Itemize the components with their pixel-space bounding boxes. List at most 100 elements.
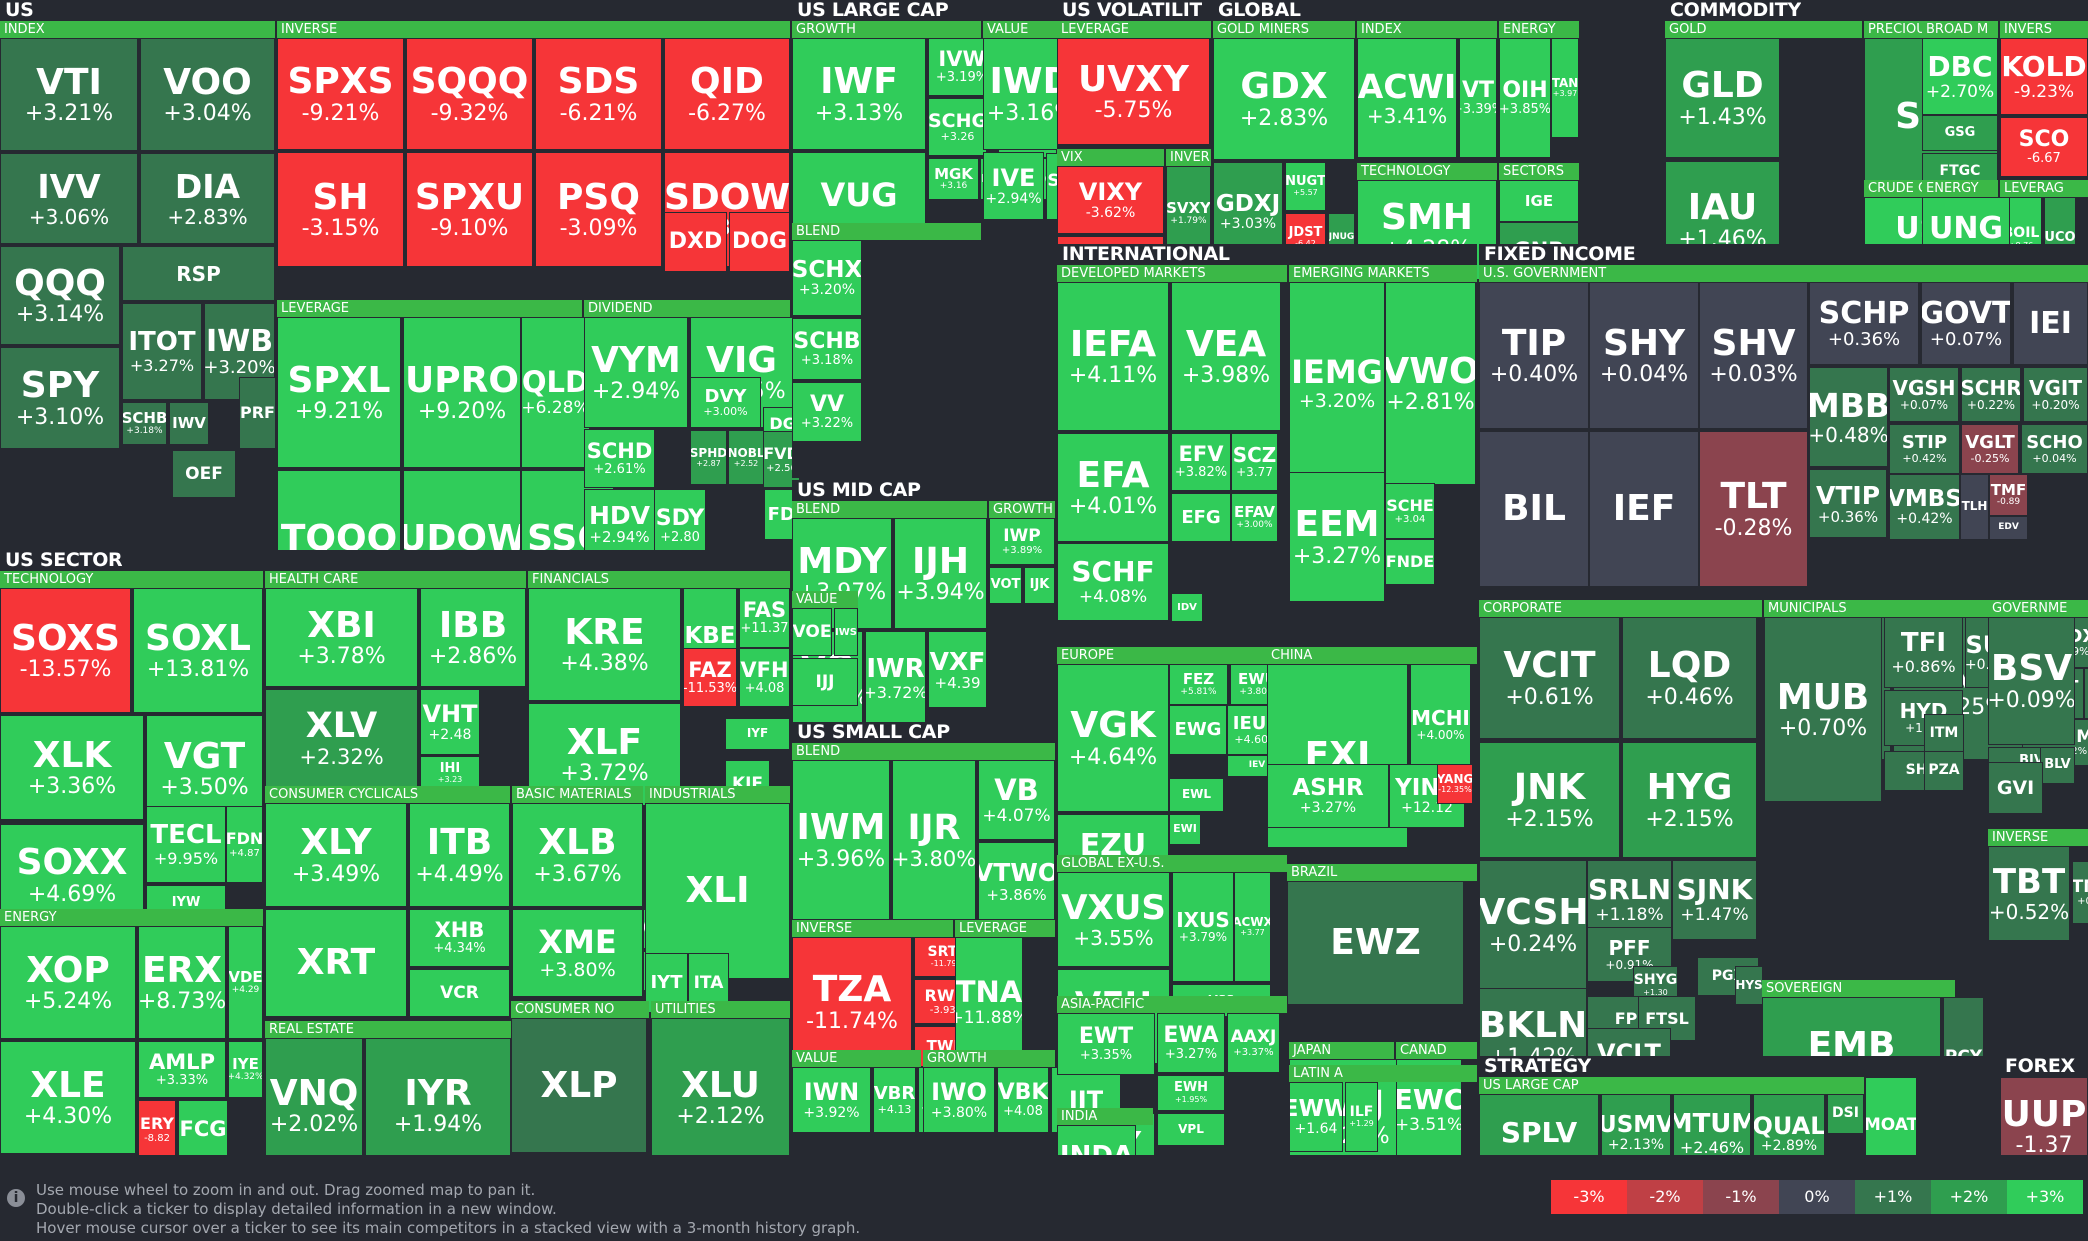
- ticker-tile-sphd[interactable]: SPHD +2.87: [690, 430, 727, 485]
- ticker-tile-iyf[interactable]: IYF: [725, 718, 790, 750]
- ticker-tile-voo[interactable]: VOO +3.04%: [140, 38, 275, 151]
- ticker-tile-vtwo[interactable]: VTWO +3.86%: [978, 842, 1055, 920]
- ticker-tile-vb[interactable]: VB +4.07%: [978, 760, 1055, 840]
- ticker-tile-qual[interactable]: QUAL +2.89%: [1753, 1094, 1825, 1155]
- ticker-tile-schp[interactable]: SCHP +0.36%: [1809, 282, 1919, 365]
- ticker-tile-ief[interactable]: IEF: [1589, 431, 1699, 587]
- ticker-tile-efa[interactable]: EFA +4.01%: [1057, 433, 1169, 542]
- ticker-tile-xli[interactable]: XLI: [645, 803, 790, 979]
- ticker-tile-schr[interactable]: SCHR +0.22%: [1961, 367, 2021, 422]
- ticker-tile-xop[interactable]: XOP +5.24%: [0, 926, 136, 1039]
- ticker-tile-vgit[interactable]: VGIT +0.20%: [2023, 367, 2088, 422]
- ticker-tile-tza[interactable]: TZA -11.74%: [792, 937, 912, 1067]
- ticker-tile-efav[interactable]: EFAV +3.00%: [1231, 493, 1278, 542]
- ticker-tile-bsv[interactable]: BSV +0.09%: [1988, 617, 2075, 745]
- treemap[interactable]: US INDEX VTI +3.21% VOO +3.04% IVV +3.06% DIA +2.…: [0, 0, 2088, 1155]
- ticker-tile-vbk[interactable]: VBK +4.08: [997, 1067, 1049, 1133]
- ticker-tile-spxu[interactable]: SPXU -9.10%: [406, 152, 533, 267]
- ticker-tile-shy[interactable]: SHY +0.04%: [1589, 282, 1699, 429]
- ticker-tile-xlu[interactable]: XLU +2.12%: [651, 1018, 790, 1155]
- ticker-tile-iemg[interactable]: IEMG +3.20%: [1289, 282, 1385, 485]
- ticker-tile-xly[interactable]: XLY +3.49%: [265, 803, 407, 907]
- ticker-tile-inda[interactable]: INDA+1.83%: [1057, 1125, 1136, 1155]
- ticker-tile-sco[interactable]: SCO -6.67: [2000, 117, 2088, 177]
- ticker-tile-fnde[interactable]: FNDE: [1385, 539, 1435, 585]
- ticker-tile-sjnk[interactable]: SJNK +1.47%: [1672, 860, 1757, 940]
- ticker-tile-scz[interactable]: SCZ +3.77: [1231, 433, 1278, 491]
- ticker-tile-vmbs[interactable]: VMBS +0.42%: [1889, 474, 1960, 540]
- ticker-tile-ivv[interactable]: IVV +3.06%: [0, 153, 138, 244]
- ticker-tile-jnk[interactable]: JNK +2.15%: [1479, 742, 1620, 858]
- ticker-tile-sh[interactable]: SH -3.15%: [277, 152, 404, 267]
- ticker-tile-soxs[interactable]: SOXS -13.57%: [0, 588, 131, 713]
- ticker-tile-dsi[interactable]: DSI: [1827, 1094, 1864, 1134]
- ticker-tile-idv[interactable]: IDV: [1171, 593, 1203, 622]
- ticker-tile-shv[interactable]: SHV +0.03%: [1699, 282, 1808, 429]
- ticker-tile-dog[interactable]: DOG: [729, 212, 790, 272]
- ticker-tile-spxl[interactable]: SPXL +9.21%: [277, 317, 401, 468]
- ticker-tile-ijr[interactable]: IJR +3.80%: [892, 760, 976, 920]
- ticker-tile-soxl[interactable]: SOXL +13.81%: [133, 588, 263, 713]
- ticker-tile-oef[interactable]: OEF: [172, 450, 236, 498]
- ticker-tile-vtip[interactable]: VTIP +0.36%: [1809, 469, 1887, 538]
- ticker-tile-ewt[interactable]: EWT +3.35%: [1057, 1013, 1155, 1075]
- ticker-tile-usmv[interactable]: USMV +2.13%: [1601, 1094, 1671, 1155]
- ticker-tile-iye[interactable]: IYE +4.32%: [228, 1041, 263, 1098]
- ticker-tile-erx[interactable]: ERX +8.73%: [138, 926, 226, 1039]
- ticker-tile-qqq[interactable]: QQQ +3.14%: [0, 246, 120, 345]
- ticker-tile-vym[interactable]: VYM +2.94%: [584, 317, 688, 428]
- ticker-tile-sqqq[interactable]: SQQQ -9.32%: [406, 38, 533, 150]
- ticker-tile-vpl[interactable]: VPL: [1157, 1113, 1225, 1146]
- ticker-tile-iefa[interactable]: IEFA +4.11%: [1057, 282, 1169, 431]
- ticker-tile-qid[interactable]: QID -6.27%: [664, 38, 790, 150]
- ticker-tile-mbb[interactable]: MBB +0.48%: [1809, 367, 1888, 467]
- ticker-tile-itot[interactable]: ITOT +3.27%: [122, 303, 202, 400]
- ticker-tile-mub[interactable]: MUB +0.70%: [1764, 617, 1882, 802]
- ticker-tile-ewi[interactable]: EWI: [1169, 814, 1201, 845]
- ticker-tile-tna[interactable]: TNA+11.88%: [955, 937, 1023, 1067]
- ticker-tile-xlp[interactable]: XLP: [511, 1018, 647, 1153]
- ticker-tile-ibb[interactable]: IBB +2.86%: [420, 588, 526, 687]
- ticker-tile-eww[interactable]: EWW+1.64: [1289, 1082, 1343, 1152]
- ticker-tile-iwp[interactable]: IWP +3.89%: [989, 518, 1055, 565]
- ticker-tile-tfi[interactable]: TFI +0.86%: [1884, 617, 1963, 688]
- ticker-tile-acwi[interactable]: ACWI +3.41%: [1357, 38, 1457, 158]
- ticker-tile-ewz[interactable]: EWZ: [1287, 881, 1464, 1005]
- ticker-tile-vht[interactable]: VHT +2.48: [420, 689, 480, 755]
- ticker-tile-stip[interactable]: STIP +0.42%: [1889, 424, 1960, 474]
- ticker-tile-sds[interactable]: SDS -6.21%: [535, 38, 662, 150]
- ticker-tile-vgsh[interactable]: VGSH +0.07%: [1889, 367, 1959, 422]
- ticker-tile-scho[interactable]: SCHO +0.04%: [2021, 424, 2088, 474]
- ticker-tile-vnq[interactable]: VNQ +2.02%: [265, 1038, 363, 1155]
- ticker-tile-xbi[interactable]: XBI +3.78%: [265, 588, 418, 687]
- ticker-tile-vglt[interactable]: VGLT -0.25%: [1961, 424, 2019, 474]
- ticker-tile-ige[interactable]: IGE: [1499, 180, 1579, 222]
- ticker-tile-fcg[interactable]: FCG: [178, 1100, 228, 1155]
- ticker-tile-vea[interactable]: VEA +3.98%: [1171, 282, 1281, 431]
- ticker-tile-iwf[interactable]: IWF +3.13%: [792, 38, 926, 150]
- ticker-tile-fdn[interactable]: FDN +4.87: [226, 806, 263, 883]
- ticker-tile-pza[interactable]: PZA: [1924, 751, 1964, 791]
- ticker-tile-vgt[interactable]: VGT +3.50%: [146, 715, 263, 822]
- ticker-tile-acwx[interactable]: ACWX +3.77: [1234, 872, 1271, 982]
- ticker-tile-jdst[interactable]: JDST-6.42: [1285, 213, 1326, 262]
- ticker-tile-mgk[interactable]: MGK +3.16: [928, 158, 979, 200]
- ticker-tile-ixus[interactable]: IXUS +3.79%: [1172, 872, 1234, 982]
- ticker-tile-efv[interactable]: EFV +3.82%: [1171, 433, 1231, 491]
- ticker-tile-yang[interactable]: YANG -12.35%: [1437, 764, 1473, 804]
- ticker-tile-xle[interactable]: XLE +4.30%: [0, 1041, 136, 1154]
- ticker-tile-xme[interactable]: XME +3.80%: [512, 909, 643, 997]
- ticker-tile-eem[interactable]: EEM +3.27%: [1289, 472, 1385, 602]
- ticker-tile-vgk[interactable]: VGK +4.64%: [1057, 664, 1169, 812]
- ticker-tile-gld[interactable]: GLD +1.43%: [1665, 38, 1780, 158]
- ticker-tile-dxd[interactable]: DXD: [664, 212, 727, 272]
- ticker-tile-govt[interactable]: GOVT +0.07%: [1921, 282, 2011, 365]
- ticker-tile-itm[interactable]: ITM: [1924, 714, 1964, 754]
- ticker-tile-tlt[interactable]: TLT -0.28%: [1699, 431, 1808, 587]
- ticker-tile-ewg[interactable]: EWG: [1169, 705, 1227, 755]
- ticker-tile-hyg[interactable]: HYG +2.15%: [1622, 742, 1757, 858]
- ticker-tile-ewl[interactable]: EWL: [1169, 778, 1224, 812]
- ticker-tile-bil[interactable]: BIL: [1479, 431, 1589, 587]
- ticker-tile-vbr[interactable]: VBR +4.13: [873, 1067, 916, 1133]
- ticker-tile-schd[interactable]: SCHD +2.61%: [584, 429, 655, 488]
